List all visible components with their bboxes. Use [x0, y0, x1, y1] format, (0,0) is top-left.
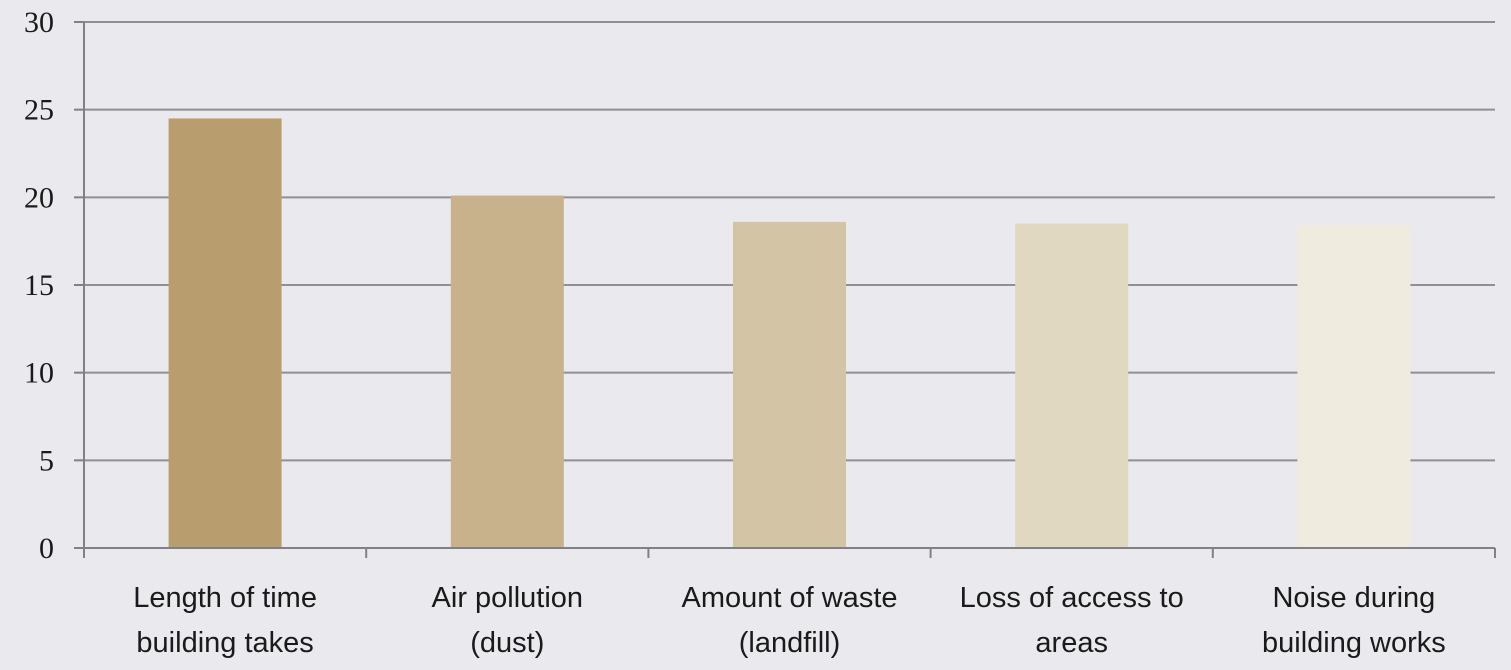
x-tick-label-3-line-2: (landfill) [739, 627, 841, 659]
y-tick-label-5: 5 [39, 444, 54, 477]
y-tick-label-0: 0 [39, 532, 54, 565]
bars [168, 118, 1411, 549]
x-tick-label-2-line-2: (dust) [470, 627, 544, 659]
y-tick-label-10: 10 [24, 357, 54, 390]
y-tick-labels: 0 5 10 15 20 25 30 [24, 6, 54, 565]
bar-4 [1015, 223, 1129, 548]
x-tick-label-1-line-1: Length of time [133, 582, 317, 614]
x-tick-label-1-line-2: building takes [136, 627, 313, 659]
y-tick-label-30: 30 [24, 6, 54, 39]
bar-1 [168, 118, 282, 548]
axes [74, 21, 1496, 558]
x-tick-label-2-line-1: Air pollution [432, 582, 584, 614]
x-tick-label-5-line-1: Noise during [1272, 582, 1435, 614]
bar-5 [1297, 225, 1411, 549]
x-tick-labels: Length of time building takes Air pollutio… [133, 582, 1446, 659]
y-tick-label-20: 20 [24, 181, 54, 214]
y-tick-label-25: 25 [24, 94, 54, 127]
x-tick-label-4-line-1: Loss of access to [960, 582, 1184, 614]
x-tick-label-5-line-2: building works [1262, 627, 1446, 659]
y-tick-label-15: 15 [24, 269, 54, 302]
x-tick-label-3-line-1: Amount of waste [682, 582, 898, 614]
bar-3 [733, 221, 846, 548]
bar-2 [450, 195, 564, 548]
x-tick-label-4-line-2: areas [1035, 627, 1108, 659]
